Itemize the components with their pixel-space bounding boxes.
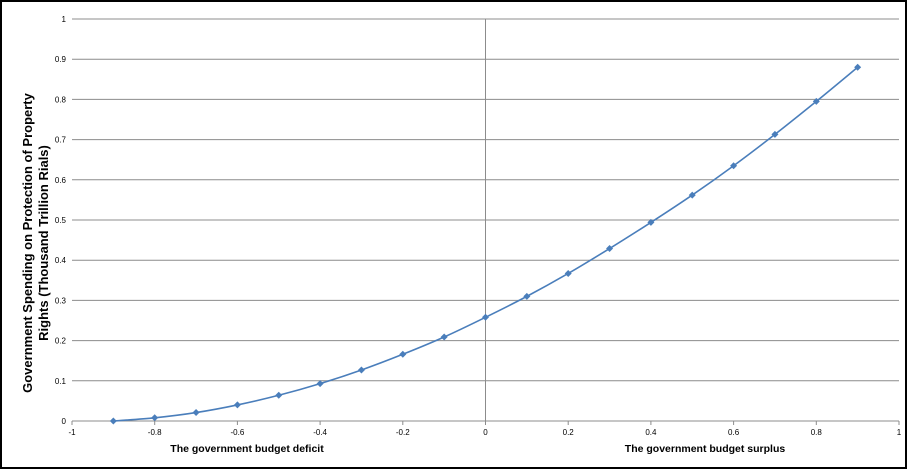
y-tick-label: 1 [62,15,67,24]
y-tick-labels: 0 0.1 0.2 0.3 0.4 0.5 0.6 0.7 0.8 0.9 1 [55,15,67,426]
x-tick-label: 1 [897,428,902,437]
x-tick-label: -1 [68,428,76,437]
y-tick-label: 0.9 [55,55,67,64]
data-point-marker [482,313,489,321]
x-tick-label: -0.6 [231,428,245,437]
y-tick-label: 0.7 [55,136,67,145]
data-point-marker [275,391,283,399]
data-point-marker [854,63,862,71]
x-tick-label: 0.8 [811,428,823,437]
x-tick-label: 0 [483,428,488,437]
x-tick-label: 0.4 [645,428,657,437]
data-point-marker [564,269,572,277]
y-tick-label: 0 [62,417,67,426]
axes [71,19,900,425]
x-tick-labels: -1 -0.8 -0.6 -0.4 -0.2 0 0.2 0.4 0.6 0.8 1 [68,428,901,437]
y-tick-label: 0.5 [55,216,67,225]
data-point-marker [192,409,200,417]
y-tick-label: 0.4 [55,256,67,265]
data-point-marker [812,97,820,105]
x-axis-label-surplus: The government budget surplus [625,443,786,455]
data-point-marker [316,380,324,388]
data-point-marker [688,191,696,199]
y-axis-label-line-2: Rights (Thousand Trillion Rials) [36,145,51,341]
data-point-marker [399,350,407,358]
series-markers [109,63,862,425]
y-axis-label-line-1: Government Spending on Protection of Pro… [20,92,35,393]
x-tick-label: -0.2 [396,428,410,437]
x-tick-label: 0.2 [563,428,575,437]
data-point-marker [151,414,159,422]
x-tick-label: 0.6 [728,428,740,437]
x-tick-label: -0.4 [313,428,327,437]
y-tick-label: 0.2 [55,337,67,346]
x-axis-label-deficit: The government budget deficit [170,443,324,455]
data-point-marker [233,401,241,409]
data-point-marker [730,162,738,170]
data-point-marker [771,130,779,138]
data-point-marker [523,292,531,300]
x-tick-label: -0.8 [148,428,162,437]
y-tick-label: 0.1 [55,377,67,386]
y-tick-label: 0.8 [55,95,67,104]
y-tick-label: 0.3 [55,296,67,305]
data-point-marker [606,245,614,253]
data-point-marker [440,333,448,341]
data-point-marker [109,417,117,425]
data-point-marker [647,218,655,226]
y-tick-label: 0.6 [55,176,67,185]
data-point-marker [357,366,365,374]
